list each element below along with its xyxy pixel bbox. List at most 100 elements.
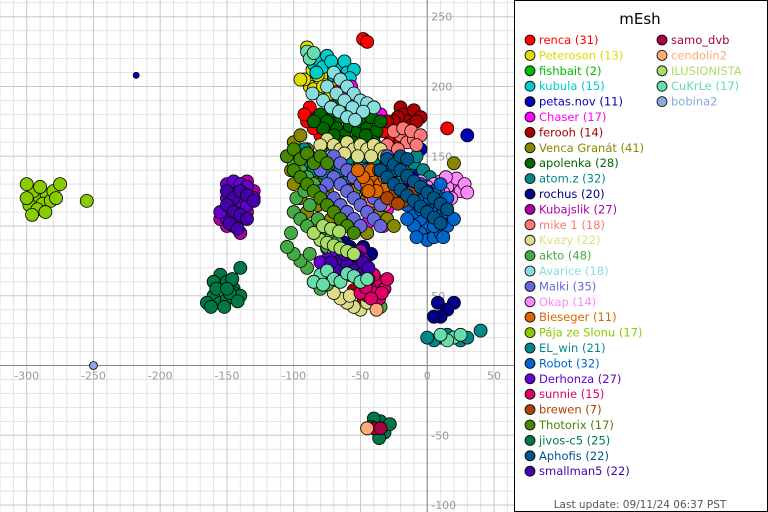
data-point xyxy=(284,226,298,240)
legend-marker xyxy=(524,404,536,416)
legend-label: akto (48) xyxy=(539,249,592,263)
legend-marker xyxy=(524,34,536,46)
data-point xyxy=(320,79,334,94)
data-point xyxy=(350,163,365,178)
legend-label: cendolín2 xyxy=(671,48,727,62)
data-point xyxy=(19,191,34,206)
data-point xyxy=(348,113,363,127)
data-point xyxy=(217,300,232,314)
legend-label: Bieseger (11) xyxy=(539,310,617,324)
data-point xyxy=(38,205,53,219)
data-point xyxy=(364,291,379,306)
legend-label: EL_win (21) xyxy=(539,341,606,355)
data-point xyxy=(386,219,401,233)
legend-label: Robot (32) xyxy=(539,356,600,370)
legend-label: ILUSIONISTA xyxy=(671,64,742,78)
axes xyxy=(0,0,514,512)
legend-marker xyxy=(524,203,536,215)
data-point xyxy=(309,65,324,80)
data-point xyxy=(400,212,415,226)
data-point xyxy=(293,72,308,87)
data-point xyxy=(360,272,375,286)
legend-marker xyxy=(524,173,536,185)
legend-label: fishbait (2) xyxy=(539,64,602,78)
data-point xyxy=(240,212,254,226)
data-point xyxy=(447,156,461,171)
legend-panel: mEsh renca (31)Peteroson (13) fishbait (2… xyxy=(524,10,742,511)
legend-marker xyxy=(524,96,536,107)
legend-marker xyxy=(524,311,536,323)
x-tick-label: -250 xyxy=(81,370,106,383)
legend-label: Malki (35) xyxy=(539,279,596,293)
data-point xyxy=(305,86,320,101)
legend-marker xyxy=(656,65,668,77)
data-points xyxy=(19,32,488,445)
data-point xyxy=(53,177,67,192)
data-point xyxy=(364,149,379,164)
data-point xyxy=(433,177,448,192)
legend-marker xyxy=(524,250,536,262)
legend-label: kubula (15) xyxy=(539,79,605,93)
y-tick-label: -50 xyxy=(431,429,449,442)
legend-label: atom.z (32) xyxy=(539,172,606,186)
legend-label: petas.nov (11) xyxy=(539,95,623,109)
legend-marker xyxy=(524,388,536,400)
legend-marker xyxy=(524,219,536,231)
legend-label: Kvazy (22) xyxy=(539,233,601,247)
data-point xyxy=(440,121,455,136)
data-point xyxy=(297,107,312,122)
data-point xyxy=(460,185,475,200)
legend-label: samo_dvb xyxy=(671,33,729,47)
x-tick-label: 0 xyxy=(424,370,431,383)
x-tick-label: -300 xyxy=(14,370,39,383)
data-point xyxy=(400,152,415,166)
data-point xyxy=(280,240,294,254)
legend-marker xyxy=(524,111,536,123)
y-tick-label: 200 xyxy=(431,80,452,93)
legend-marker xyxy=(524,342,536,354)
legend-label: CuKrLe (17) xyxy=(671,79,739,93)
legend-marker xyxy=(524,188,536,200)
legend-label: bobina2 xyxy=(671,95,717,109)
data-point xyxy=(440,202,455,217)
data-point xyxy=(460,128,475,143)
legend-marker xyxy=(656,34,668,46)
legend-label: Thotorix (17) xyxy=(538,418,614,432)
legend-label: Peteroson (13) xyxy=(539,48,623,62)
data-point xyxy=(369,302,384,317)
legend-label: apolenka (28) xyxy=(539,156,619,170)
data-point xyxy=(420,330,435,345)
minor-grid xyxy=(0,0,514,512)
legend-marker xyxy=(656,50,668,61)
legend-label: Venca Granát (41) xyxy=(539,141,644,155)
legend-label: rochus (20) xyxy=(539,187,605,201)
legend-label: Pája ze Slonu (17) xyxy=(539,326,643,340)
legend-label: brewen (7) xyxy=(539,403,602,417)
legend: renca (31)Peteroson (13) fishbait (2)kubu… xyxy=(524,33,742,478)
data-point xyxy=(431,295,445,310)
data-point xyxy=(33,180,47,194)
legend-marker xyxy=(524,157,536,169)
data-point xyxy=(306,114,321,129)
data-point xyxy=(373,219,388,233)
data-point xyxy=(473,323,488,338)
data-point xyxy=(409,230,424,245)
data-point xyxy=(220,281,234,296)
legend-label: sunnie (15) xyxy=(539,387,604,401)
data-point xyxy=(390,196,405,211)
legend-marker xyxy=(524,65,536,77)
data-point xyxy=(306,46,321,60)
data-point xyxy=(356,104,371,119)
data-point xyxy=(302,247,317,261)
data-point xyxy=(316,277,330,292)
data-point xyxy=(233,260,248,275)
legend-marker xyxy=(524,280,536,292)
data-point xyxy=(447,212,461,226)
data-point xyxy=(230,221,245,236)
data-point xyxy=(426,309,441,324)
y-tick-label: 250 xyxy=(431,11,452,24)
data-point xyxy=(433,327,448,342)
data-point xyxy=(230,294,245,309)
legend-marker xyxy=(524,234,536,246)
data-point xyxy=(374,286,389,300)
